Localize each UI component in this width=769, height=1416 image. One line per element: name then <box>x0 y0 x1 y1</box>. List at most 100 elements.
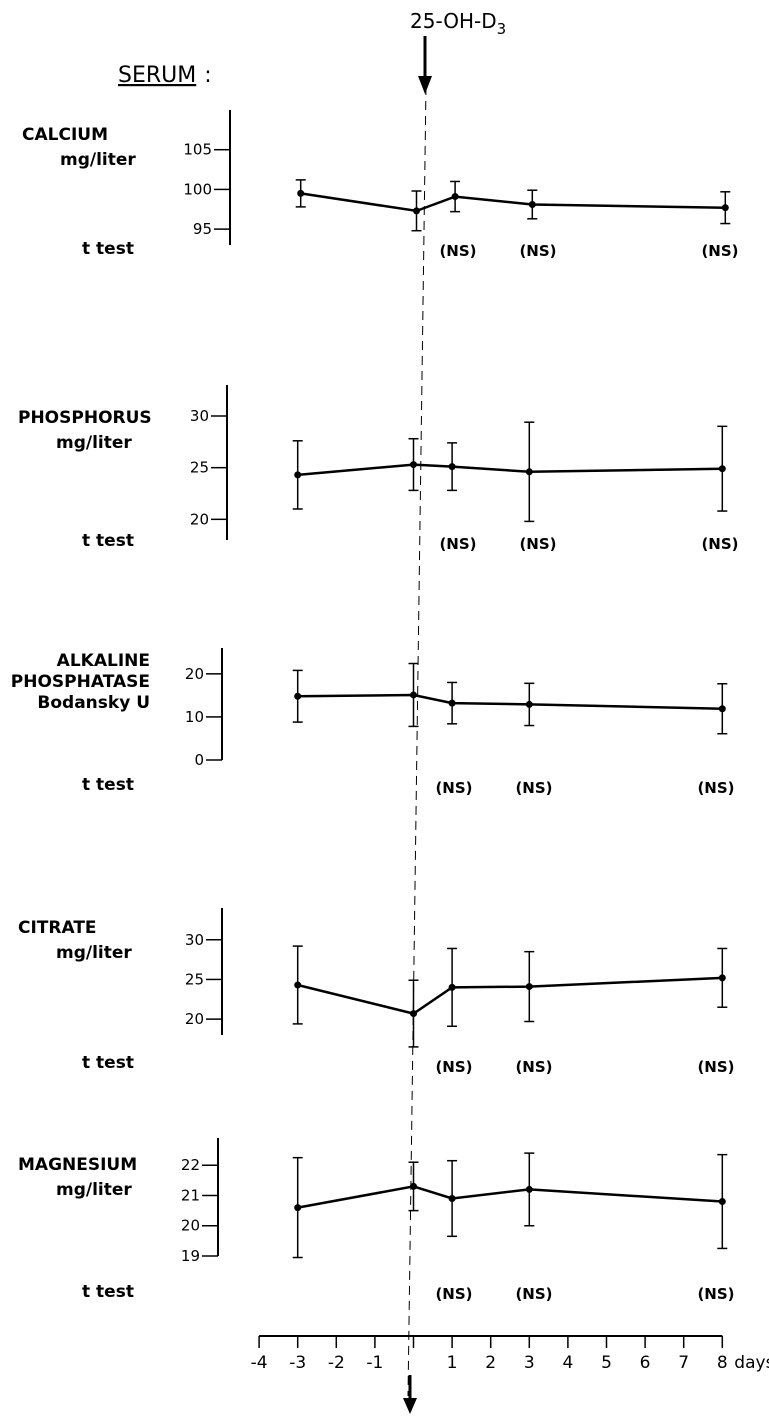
t-test-label: t test <box>82 1053 134 1073</box>
data-point <box>718 974 726 982</box>
data-point <box>410 1010 417 1018</box>
x-tick-label: -2 <box>328 1353 345 1373</box>
x-tick-label: 5 <box>601 1353 612 1373</box>
x-tick-label: 8 <box>717 1353 728 1373</box>
significance-label: (NS) <box>519 242 556 260</box>
panel-citrate: 20 25 30 CITRATE mg/liter t test (NS) (NS) (NS) <box>18 908 735 1076</box>
data-point <box>525 1185 533 1193</box>
x-tick-label: 7 <box>678 1353 689 1373</box>
series-line <box>297 693 723 710</box>
data-point <box>448 463 456 471</box>
significance-label: (NS) <box>515 1058 552 1076</box>
x-tick-label: -1 <box>366 1353 383 1373</box>
intervention-dashed-line <box>407 85 427 1397</box>
y-tick-label: 22 <box>181 1156 200 1174</box>
panel-magnesium: 19 20 21 22 MAGNESIUM mg/liter t test (NS) (NS) (… <box>18 1138 735 1303</box>
significance-label: (NS) <box>435 1058 472 1076</box>
significance-label: (NS) <box>697 779 734 797</box>
significance-label: (NS) <box>701 242 738 260</box>
series-line <box>297 1185 723 1209</box>
data-point <box>525 700 533 708</box>
x-axis: -4 -3 -2 -1 1 2 3 4 5 6 7 8 days <box>251 1335 769 1373</box>
data-point <box>410 1182 417 1190</box>
data-point <box>410 691 417 699</box>
intervention-bottom-arrow-head <box>403 1398 417 1414</box>
y-tick-label: 20 <box>185 665 204 683</box>
data-point <box>528 201 536 208</box>
intervention-label: 25-OH-D3 <box>410 9 506 38</box>
data-point <box>448 699 456 707</box>
significance-label: (NS) <box>697 1285 734 1303</box>
series-name: PHOSPHATASE <box>11 672 150 692</box>
significance-label: (NS) <box>697 1058 734 1076</box>
data-point <box>297 189 305 197</box>
y-tick-label: 10 <box>185 708 204 726</box>
data-point <box>451 193 459 201</box>
data-point <box>718 465 726 473</box>
significance-label: (NS) <box>515 1285 552 1303</box>
y-tick-label: 0 <box>194 751 204 769</box>
data-point <box>294 1204 302 1212</box>
x-tick-label: -3 <box>289 1353 306 1373</box>
t-test-label: t test <box>82 1282 134 1302</box>
y-tick-label: 100 <box>183 180 212 198</box>
data-point <box>413 207 420 215</box>
series-line <box>297 976 723 1015</box>
series-name: CITRATE <box>18 918 97 938</box>
significance-label: (NS) <box>515 779 552 797</box>
y-tick-label: 95 <box>193 220 212 238</box>
y-tick-label: 30 <box>185 931 204 949</box>
significance-label: (NS) <box>435 1285 472 1303</box>
significance-label: (NS) <box>439 242 476 260</box>
data-point <box>294 692 302 700</box>
x-tick-label: -4 <box>251 1353 268 1373</box>
x-tick-label: 3 <box>524 1353 535 1373</box>
y-tick-label: 30 <box>190 407 209 425</box>
data-point <box>721 204 729 212</box>
x-tick-label: 1 <box>447 1353 458 1373</box>
significance-label: (NS) <box>701 535 738 553</box>
panel-phosphorus: 20 30 25 PHOSPHORUS mg/liter t test (NS) (NS) (N… <box>18 385 739 553</box>
significance-label: (NS) <box>439 535 476 553</box>
significance-label: (NS) <box>435 779 472 797</box>
data-point <box>525 468 533 476</box>
y-tick-label: 21 <box>181 1186 200 1204</box>
data-point <box>294 471 302 479</box>
series-name: mg/liter <box>56 943 132 963</box>
series-name: ALKALINE <box>57 651 150 671</box>
data-point <box>410 461 417 469</box>
y-tick-label: 105 <box>183 141 212 159</box>
t-test-label: t test <box>82 239 134 259</box>
serum-header: SERUM: <box>118 63 212 88</box>
t-test-label: t test <box>82 531 134 551</box>
y-tick-label: 19 <box>181 1247 200 1265</box>
series-name: MAGNESIUM <box>18 1155 137 1175</box>
y-tick-label: 20 <box>181 1217 200 1235</box>
data-point <box>718 1198 726 1206</box>
series-name: CALCIUM <box>22 125 108 145</box>
series-name: mg/liter <box>56 1180 132 1200</box>
series-name: PHOSPHORUS <box>18 408 152 428</box>
significance-label: (NS) <box>519 535 556 553</box>
y-tick-label: 25 <box>190 459 209 477</box>
data-point <box>525 983 533 991</box>
data-point <box>294 981 302 989</box>
data-point <box>718 705 726 713</box>
y-tick-label: 20 <box>185 1010 204 1028</box>
x-tick-label: 2 <box>485 1353 496 1373</box>
data-point <box>448 983 456 991</box>
x-axis-unit: days <box>734 1353 769 1373</box>
y-tick-label: 20 <box>190 510 209 528</box>
y-tick-label: 25 <box>185 970 204 988</box>
panel-calcium: 95 100 105 CALCIUM mg/liter t test (NS) (NS) (NS… <box>22 110 739 260</box>
series-name: mg/liter <box>56 433 132 453</box>
x-tick-label: 6 <box>640 1353 651 1373</box>
data-point <box>448 1195 456 1203</box>
intervention-arrow-head <box>418 76 432 94</box>
series-line <box>297 463 723 477</box>
t-test-label: t test <box>82 775 134 795</box>
series-line <box>300 192 726 213</box>
series-name: Bodansky U <box>37 693 150 713</box>
